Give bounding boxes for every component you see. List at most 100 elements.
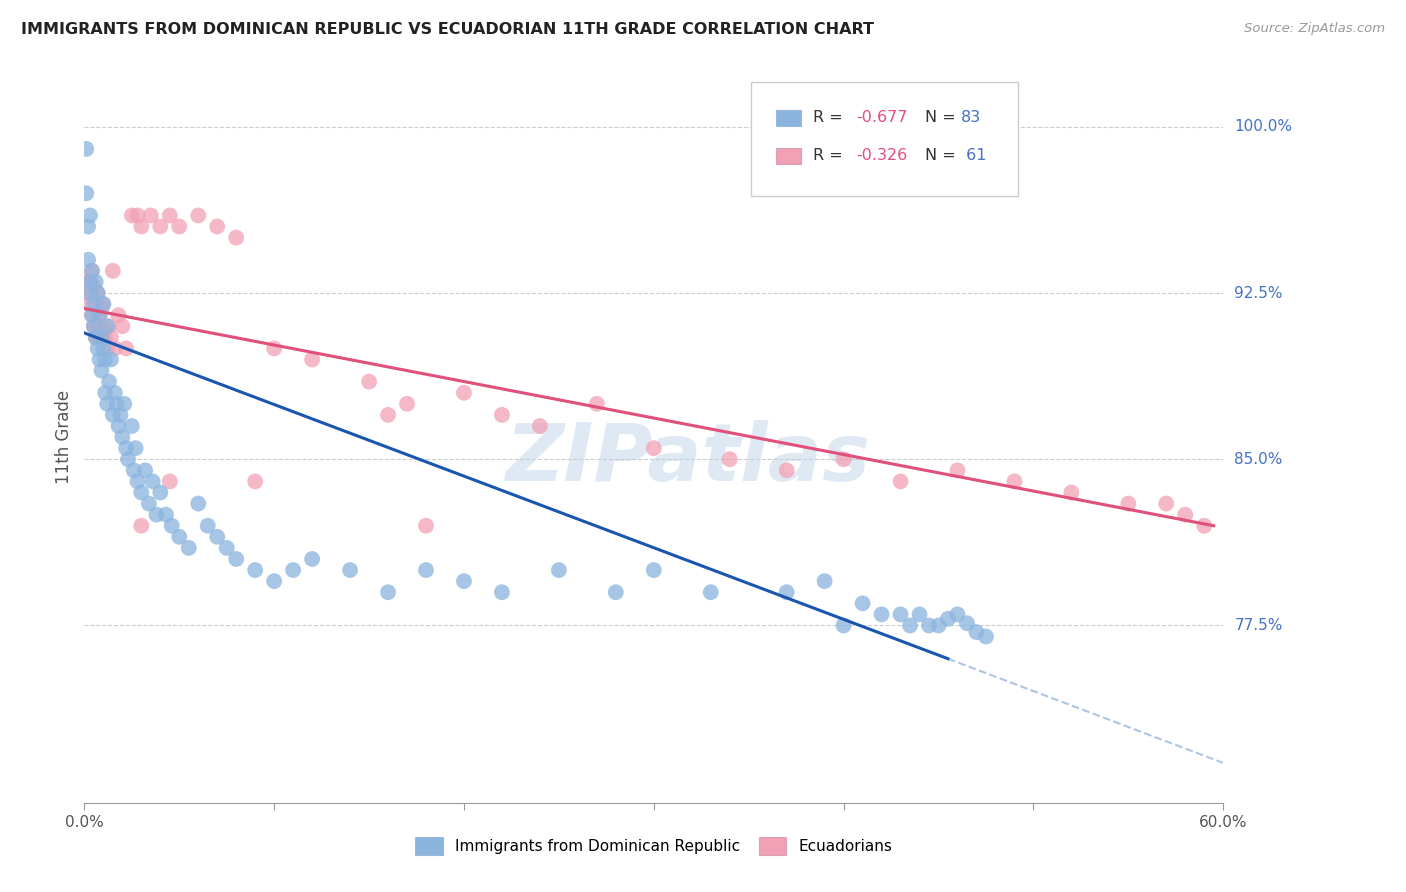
Point <box>138 497 160 511</box>
Point <box>93 342 115 356</box>
Point <box>98 319 121 334</box>
Point <box>1174 508 1197 522</box>
Point <box>93 324 115 338</box>
Point <box>86 342 108 356</box>
Point <box>124 441 146 455</box>
Point <box>100 352 122 367</box>
Point <box>105 397 128 411</box>
Point <box>89 308 111 322</box>
Point <box>79 275 101 289</box>
Point <box>131 485 153 500</box>
Point <box>79 275 101 289</box>
Point <box>177 541 200 555</box>
Point <box>127 209 149 223</box>
Point <box>207 219 229 234</box>
Text: 92.5%: 92.5% <box>1234 285 1282 301</box>
Point <box>80 264 103 278</box>
Point <box>377 585 399 599</box>
Point <box>225 230 247 244</box>
Point <box>491 585 513 599</box>
Point <box>215 541 238 555</box>
Point <box>83 297 105 311</box>
Text: R =: R = <box>813 110 848 125</box>
Point <box>245 563 267 577</box>
Point <box>83 319 105 334</box>
Point <box>946 463 969 477</box>
Point <box>117 452 139 467</box>
Point <box>453 385 475 400</box>
Point <box>107 419 129 434</box>
Point <box>96 397 118 411</box>
Point <box>966 625 988 640</box>
Point <box>898 618 921 632</box>
Point <box>80 308 103 322</box>
Point <box>159 475 181 489</box>
Point <box>1156 497 1178 511</box>
Point <box>89 352 111 367</box>
Point <box>121 419 143 434</box>
Point <box>1004 475 1026 489</box>
Legend: Immigrants from Dominican Republic, Ecuadorians: Immigrants from Dominican Republic, Ecua… <box>409 831 898 861</box>
Point <box>122 463 145 477</box>
Point <box>1060 485 1083 500</box>
Point <box>94 385 117 400</box>
Point <box>548 563 571 577</box>
Y-axis label: 11th Grade: 11th Grade <box>55 390 73 484</box>
Point <box>84 297 107 311</box>
Point <box>79 209 101 223</box>
Point <box>77 285 100 300</box>
FancyBboxPatch shape <box>751 82 1018 195</box>
Point <box>84 275 107 289</box>
Point <box>79 285 101 300</box>
Point <box>142 475 165 489</box>
Point <box>776 463 799 477</box>
Point <box>107 308 129 322</box>
Point <box>127 475 149 489</box>
Text: ZIPatlas: ZIPatlas <box>505 420 870 498</box>
Point <box>776 585 799 599</box>
Point <box>169 219 191 234</box>
Text: 85.0%: 85.0% <box>1234 451 1282 467</box>
Point <box>832 452 855 467</box>
Text: R =: R = <box>813 148 848 163</box>
Point <box>283 563 305 577</box>
Point <box>339 563 361 577</box>
Point <box>112 397 135 411</box>
Point <box>79 297 101 311</box>
Point <box>890 607 912 622</box>
Point <box>870 607 893 622</box>
Point <box>832 618 855 632</box>
Point <box>814 574 837 589</box>
Point <box>139 209 162 223</box>
Point <box>160 518 183 533</box>
Point <box>115 441 138 455</box>
Text: N =: N = <box>925 148 960 163</box>
Point <box>529 419 551 434</box>
Point <box>89 330 111 344</box>
Point <box>101 408 124 422</box>
Point <box>131 518 153 533</box>
Point <box>94 330 117 344</box>
Point <box>80 308 103 322</box>
FancyBboxPatch shape <box>776 110 800 127</box>
Point <box>84 330 107 344</box>
Point <box>111 430 134 444</box>
Point <box>83 319 105 334</box>
Point <box>75 275 97 289</box>
Point <box>974 630 997 644</box>
Text: 61: 61 <box>962 148 987 163</box>
Point <box>93 297 115 311</box>
Point <box>101 264 124 278</box>
Point <box>84 330 107 344</box>
Point <box>110 408 132 422</box>
Point <box>225 552 247 566</box>
Text: N =: N = <box>925 110 960 125</box>
Point <box>134 463 156 477</box>
Point <box>96 342 118 356</box>
FancyBboxPatch shape <box>776 148 800 164</box>
Point <box>77 252 100 267</box>
Point <box>77 219 100 234</box>
Point <box>1118 497 1140 511</box>
Point <box>415 518 437 533</box>
Point <box>187 497 209 511</box>
